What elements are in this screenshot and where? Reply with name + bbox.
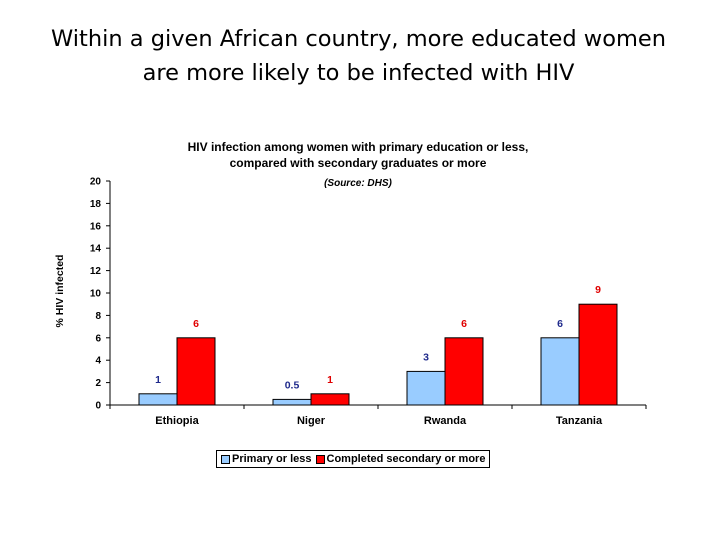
- legend-item-primary: Primary or less: [221, 453, 312, 465]
- bar-value-label: 6: [461, 318, 467, 330]
- y-tick-label: 0: [95, 401, 101, 412]
- bar-value-label: 6: [193, 318, 199, 330]
- chart-title-line-2: compared with secondary graduates or mor…: [230, 156, 487, 170]
- bars: [138, 303, 618, 406]
- bar-value-label: 0.5: [285, 379, 300, 391]
- y-tick-label: 10: [90, 289, 102, 300]
- x-tick-label: Tanzania: [556, 415, 603, 427]
- bar-secondary: [176, 337, 216, 406]
- x-tick-label: Niger: [297, 415, 326, 427]
- y-axis-ticks: 0 2 4 6 8 10 12 14 16 18 20: [90, 177, 110, 412]
- y-tick-label: 4: [95, 356, 101, 367]
- x-tick-label: Rwanda: [424, 415, 467, 427]
- bar-value-label: 9: [595, 284, 601, 296]
- y-tick-label: 2: [95, 378, 101, 389]
- y-tick-label: 14: [90, 244, 102, 255]
- y-tick-label: 8: [95, 311, 101, 322]
- bar-value-labels: 1 6 0.5 1 3 6 6 9: [155, 284, 601, 391]
- bar-primary: [138, 393, 178, 406]
- y-axis-label: % HIV infected: [54, 255, 66, 328]
- bar-primary: [406, 370, 446, 406]
- y-tick-label: 16: [90, 221, 102, 232]
- bar-primary: [272, 398, 312, 406]
- slide-title-line-2: are more likely to be infected with HIV: [142, 60, 575, 86]
- bar-secondary: [444, 337, 484, 406]
- slide-title: Within a given African country, more edu…: [0, 22, 717, 90]
- bar-value-label: 1: [155, 374, 161, 386]
- y-tick-label: 12: [90, 266, 102, 277]
- chart-source: (Source: DHS): [324, 178, 392, 189]
- slide-title-line-1: Within a given African country, more edu…: [51, 26, 666, 52]
- bar-value-label: 1: [327, 374, 333, 386]
- bar-primary: [540, 337, 580, 406]
- y-tick-label: 20: [90, 177, 102, 188]
- bar-secondary: [310, 393, 350, 406]
- legend-swatch-primary: [221, 454, 230, 464]
- y-tick-label: 6: [95, 333, 101, 344]
- legend-label-secondary: Completed secondary or more: [326, 453, 486, 465]
- chart-legend: Primary or less Completed secondary or m…: [216, 450, 491, 468]
- legend-swatch-secondary: [315, 454, 325, 464]
- legend-label-primary: Primary or less: [232, 453, 312, 465]
- x-tick-label: Ethiopia: [155, 415, 199, 427]
- bar-value-label: 6: [557, 318, 563, 330]
- bar-value-label: 3: [423, 351, 429, 363]
- bar-secondary: [578, 303, 618, 406]
- y-tick-label: 18: [90, 199, 102, 210]
- legend-item-secondary: Completed secondary or more: [315, 453, 486, 465]
- x-axis-ticks: Ethiopia Niger Rwanda Tanzania: [109, 405, 647, 427]
- chart-title-line-1: HIV infection among women with primary e…: [188, 140, 529, 154]
